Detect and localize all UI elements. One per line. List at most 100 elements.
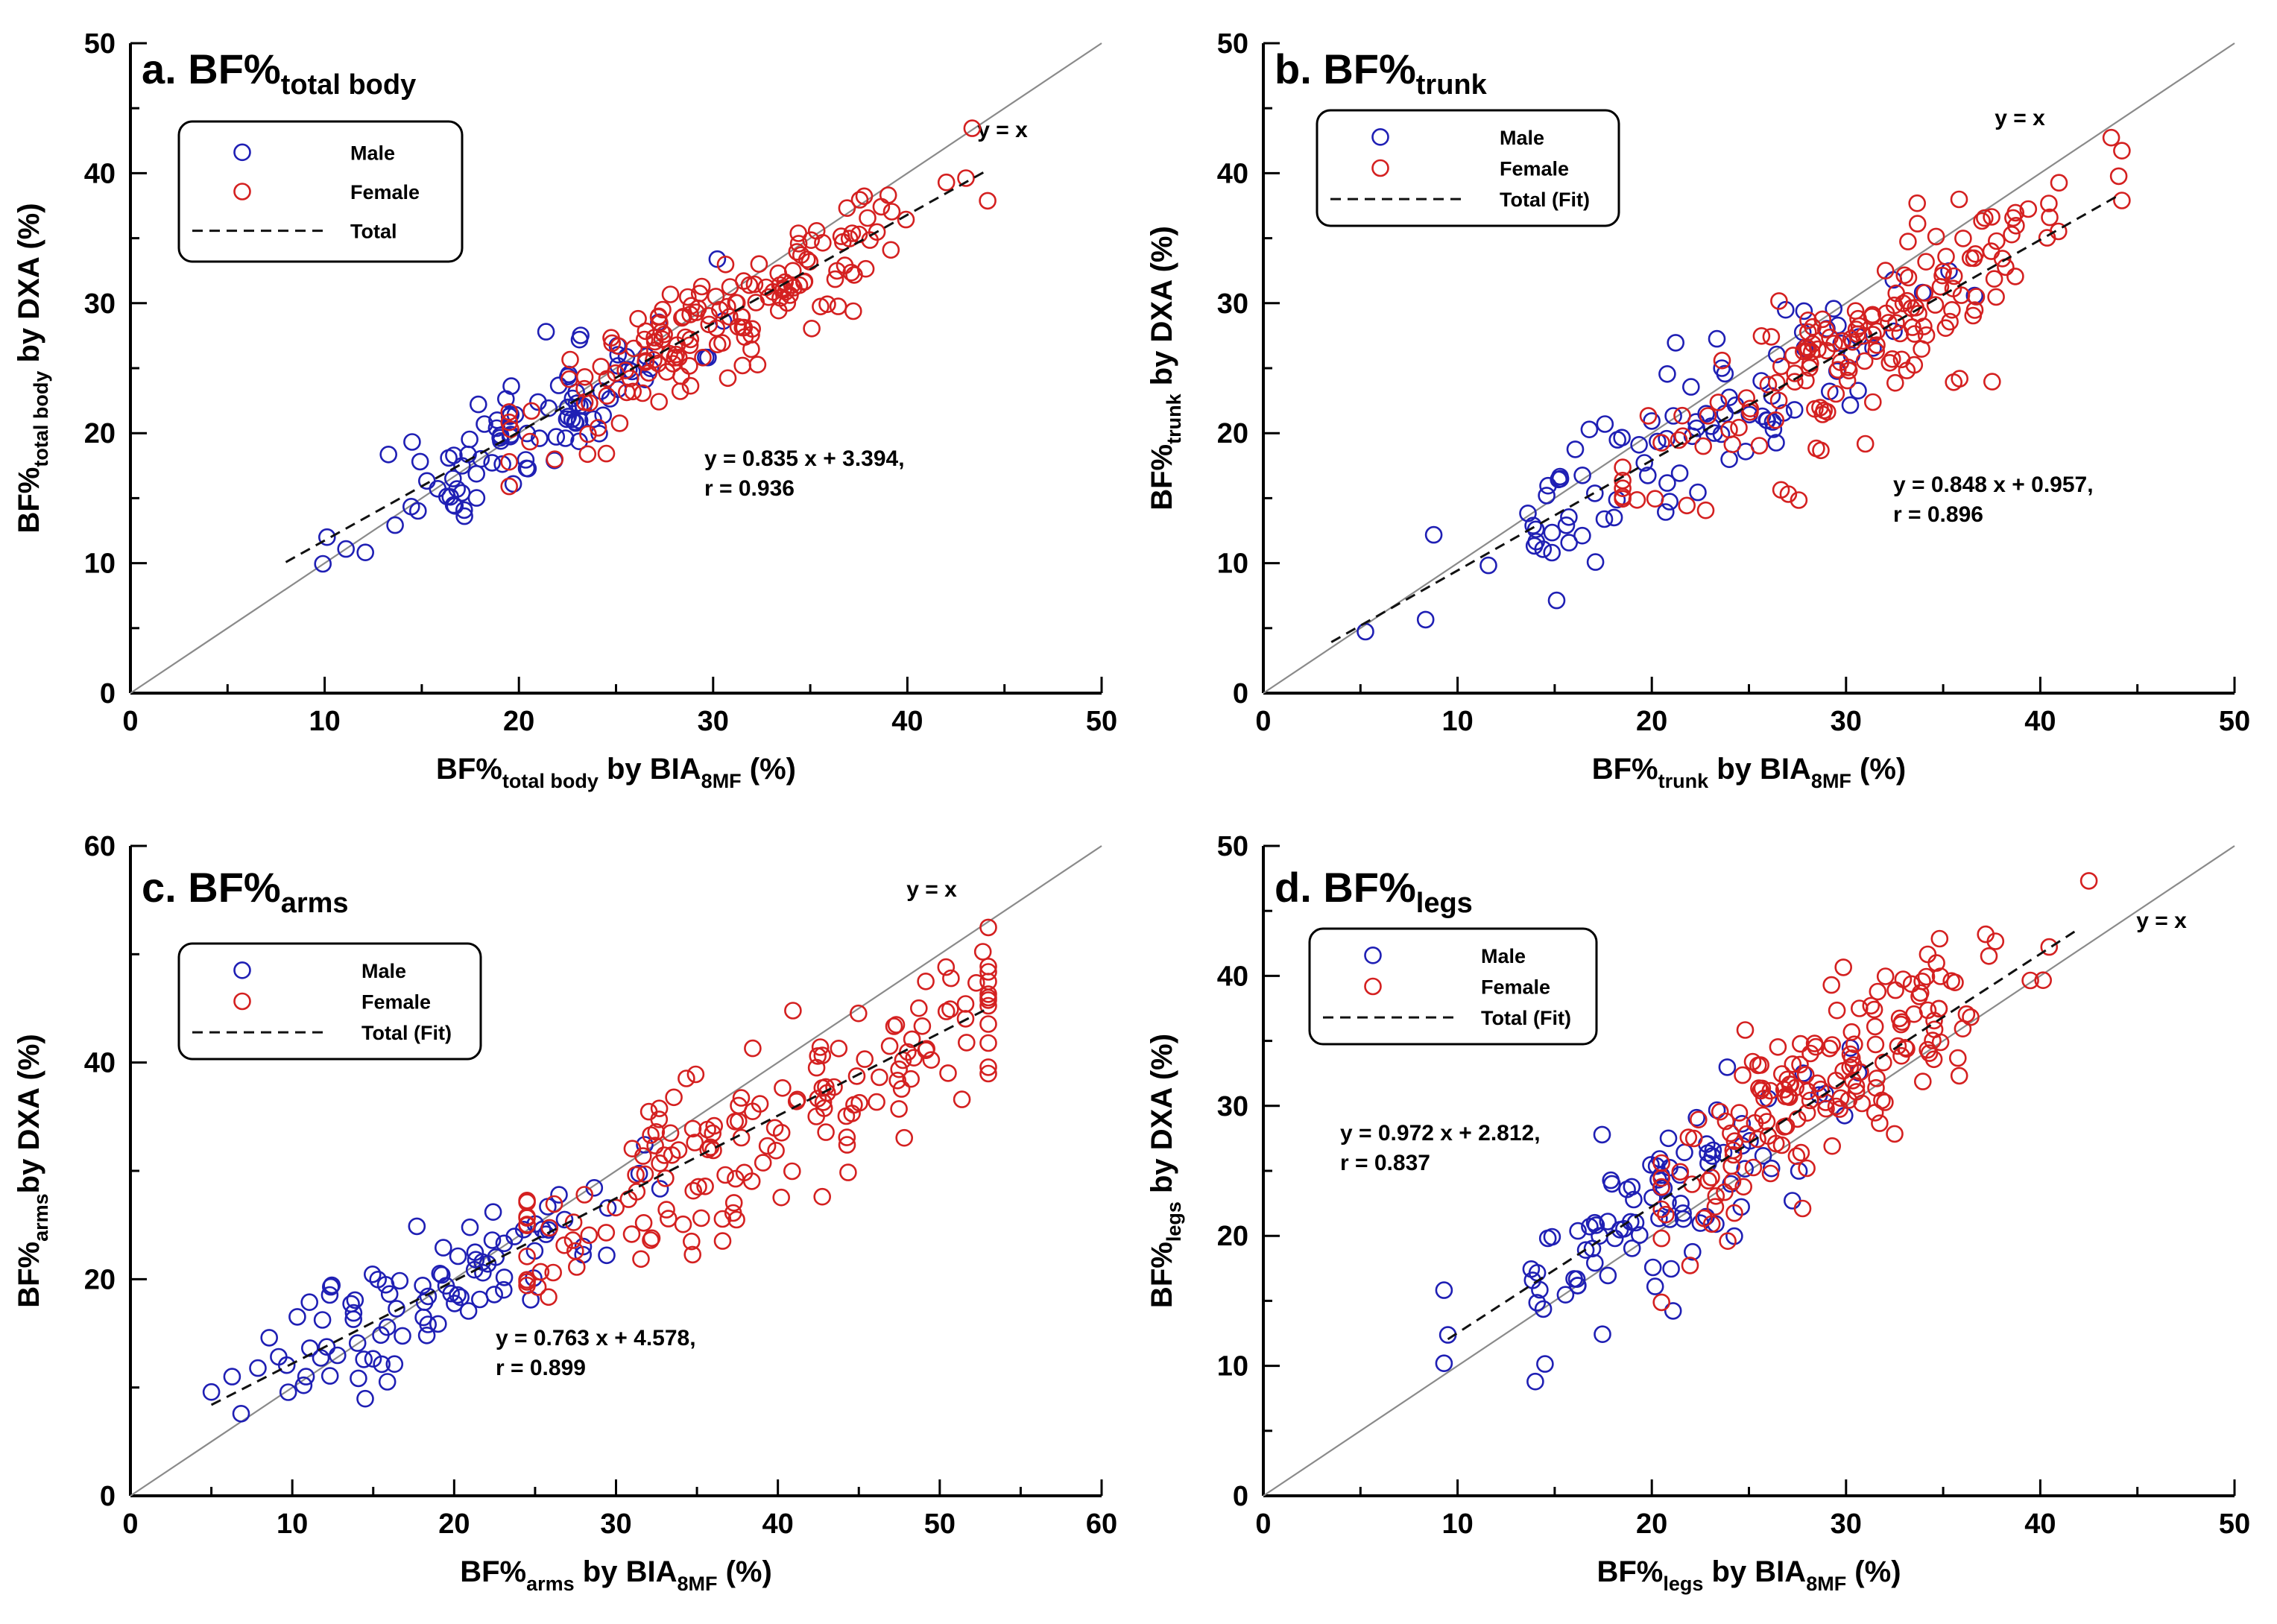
female-point (655, 1146, 674, 1164)
female-point (2041, 208, 2059, 227)
male-point (1528, 1294, 1547, 1312)
female-point (890, 1060, 908, 1078)
male-point (429, 1315, 447, 1333)
female-point (1694, 437, 1712, 455)
female-point (1752, 326, 1771, 345)
female-point (1646, 490, 1664, 508)
male-point (556, 429, 575, 447)
male-point (1435, 1354, 1453, 1372)
male-point (1708, 329, 1726, 348)
legend-male-marker (233, 143, 251, 162)
male-point (445, 446, 463, 464)
female-point (1749, 1056, 1767, 1075)
female-point (649, 307, 668, 326)
female-point (979, 1034, 997, 1052)
female-point (871, 1068, 888, 1087)
male-point (342, 1295, 360, 1313)
female-point (735, 318, 754, 337)
female-point (1834, 958, 1852, 976)
female-point (1898, 361, 1916, 379)
male-point (549, 376, 568, 394)
female-point (694, 348, 712, 367)
female-point (1838, 371, 1857, 390)
male-point (1658, 474, 1676, 492)
female-point (684, 1181, 703, 1200)
female-point (868, 223, 886, 241)
female-point (811, 1038, 830, 1056)
male-point (1795, 302, 1813, 320)
female-point (2007, 216, 2025, 235)
male-point (1424, 525, 1443, 544)
female-point (650, 1099, 669, 1117)
female-point (856, 259, 875, 278)
female-point (1813, 310, 1831, 329)
legend-box (177, 942, 482, 1061)
legend-fit-label: Total (350, 221, 397, 243)
male-point (1586, 1254, 1604, 1272)
female-point (1880, 353, 1899, 372)
female-point (1766, 411, 1785, 429)
male-point (1658, 429, 1676, 448)
male-point (249, 1359, 267, 1377)
male-point (699, 348, 717, 367)
male-point (337, 540, 356, 558)
female-point (795, 272, 814, 291)
male-point (550, 1186, 568, 1204)
female-point (546, 450, 564, 469)
male-point (300, 1339, 319, 1357)
x-tick-label: 0 (122, 706, 138, 737)
male-point (1646, 1277, 1664, 1295)
male-point (356, 543, 375, 562)
male-point (1643, 1258, 1662, 1277)
female-point (1709, 394, 1728, 411)
female-point (1759, 376, 1778, 394)
female-point (1671, 1163, 1690, 1181)
female-point (1614, 458, 1632, 476)
female-point (792, 246, 810, 265)
female-point (661, 285, 680, 303)
male-point (380, 1285, 399, 1303)
male-point (636, 1136, 654, 1154)
female-point (1889, 1037, 1907, 1055)
male-point (1647, 1157, 1666, 1175)
male-point (599, 1199, 617, 1217)
male-point (1635, 454, 1653, 472)
male-point (386, 516, 404, 534)
male-point (517, 459, 536, 478)
female-point (812, 297, 830, 316)
male-point (1670, 464, 1689, 482)
male-point (1560, 508, 1578, 526)
male-point (364, 1350, 382, 1368)
female-point (1925, 1020, 1944, 1038)
male-point (1672, 1195, 1690, 1213)
female-point (1772, 357, 1790, 376)
male-point (388, 1300, 405, 1318)
fit-equation: y = 0.835 x + 3.394, (704, 446, 905, 471)
male-point (1538, 1229, 1557, 1248)
male-point (328, 1346, 347, 1365)
female-point (726, 1113, 745, 1131)
x-tick-label: 40 (891, 706, 923, 737)
female-point (1690, 1110, 1708, 1129)
male-point (470, 1290, 489, 1309)
female-point (1815, 401, 1833, 420)
identity-line-label: y = x (2136, 909, 2187, 933)
female-point (1711, 1102, 1729, 1121)
male-point (1662, 1260, 1680, 1278)
x-tick-label: 10 (309, 706, 340, 737)
female-point (767, 1142, 785, 1160)
female-point (1707, 1187, 1725, 1205)
female-point (639, 364, 658, 382)
female-point (1720, 420, 1738, 439)
female-point (765, 1119, 784, 1137)
female-point (1823, 1036, 1841, 1054)
male-point (469, 395, 487, 414)
female-point (814, 1093, 833, 1111)
female-point (1918, 1001, 1937, 1020)
male-point (518, 424, 537, 443)
male-point (1736, 1160, 1754, 1178)
male-point (1569, 1222, 1587, 1240)
female-point (713, 1210, 732, 1228)
female-point (1876, 1093, 1894, 1111)
male-point (1538, 487, 1556, 505)
